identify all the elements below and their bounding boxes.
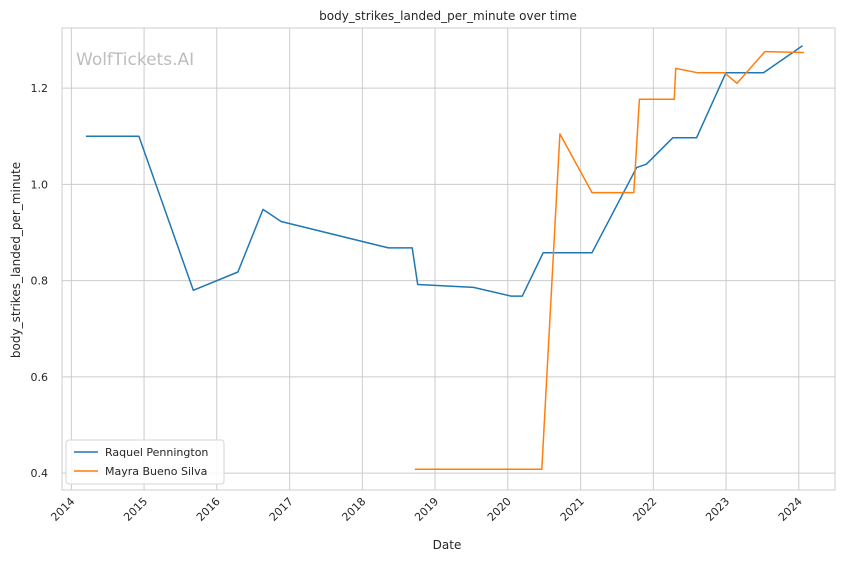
x-tick-label: 2019 bbox=[412, 495, 441, 524]
watermark: WolfTickets.AI bbox=[76, 50, 194, 70]
x-tick-label: 2017 bbox=[267, 495, 296, 524]
legend-label: Mayra Bueno Silva bbox=[105, 465, 207, 478]
legend-box bbox=[65, 439, 225, 485]
x-tick-label: 2018 bbox=[339, 495, 368, 524]
y-tick-label: 1.2 bbox=[31, 82, 49, 95]
series-line-2 bbox=[414, 50, 804, 471]
y-tick-label: 1.0 bbox=[31, 178, 49, 191]
x-tick-label: 2020 bbox=[485, 495, 514, 524]
x-tick-label: 2023 bbox=[703, 495, 732, 524]
legend: Raquel Pennington Mayra Bueno Silva bbox=[65, 439, 225, 485]
plot-area bbox=[62, 28, 835, 490]
y-tick-label: 0.4 bbox=[31, 467, 49, 480]
x-tick-labels: 2014 2015 2016 2017 2018 2019 2020 2021 2022 2023… bbox=[48, 495, 804, 524]
series-line-1 bbox=[85, 45, 803, 297]
y-axis-label: body_strikes_landed_per_minute bbox=[9, 162, 23, 358]
x-tick-label: 2014 bbox=[48, 495, 77, 524]
y-tick-label: 0.6 bbox=[31, 371, 49, 384]
x-axis-label: Date bbox=[433, 538, 462, 552]
y-tick-label: 0.8 bbox=[31, 275, 49, 288]
x-tick-label: 2022 bbox=[630, 495, 659, 524]
legend-label: Raquel Pennington bbox=[105, 446, 208, 459]
x-tick-label: 2024 bbox=[776, 495, 805, 524]
x-tick-label: 2015 bbox=[121, 495, 150, 524]
series-layer bbox=[85, 45, 804, 471]
chart-title: body_strikes_landed_per_minute over time bbox=[319, 9, 577, 23]
plot-frame bbox=[61, 27, 836, 491]
y-tick-labels: 0.4 0.6 0.8 1.0 1.2 bbox=[31, 82, 49, 480]
x-tick-label: 2021 bbox=[558, 495, 587, 524]
x-tick-label: 2016 bbox=[194, 495, 223, 524]
